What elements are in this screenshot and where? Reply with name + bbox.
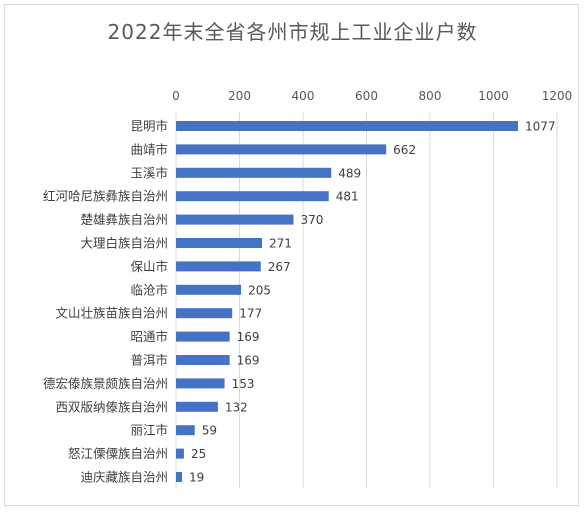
category-label: 昭通市	[130, 329, 168, 344]
x-tick-label: 800	[419, 89, 442, 103]
data-label: 169	[237, 354, 260, 368]
bar	[176, 214, 294, 225]
category-label: 楚雄彝族自治州	[80, 212, 168, 227]
x-tick-label: 200	[228, 89, 251, 103]
category-label: 普洱市	[130, 353, 168, 368]
bar	[176, 284, 242, 295]
x-tick-label: 400	[292, 89, 315, 103]
data-label: 662	[393, 143, 416, 157]
data-label: 19	[189, 471, 204, 485]
bar	[176, 331, 230, 342]
chart-frame	[4, 4, 579, 506]
bar	[176, 401, 218, 412]
chart-title: 2022年末全省各州市规上工业企业户数	[107, 20, 478, 44]
bar	[176, 355, 230, 365]
data-label: 205	[248, 283, 271, 297]
x-tick-label: 1200	[542, 89, 573, 103]
category-label: 临沧市	[130, 282, 168, 297]
bar	[176, 472, 183, 482]
data-label: 25	[191, 447, 206, 461]
category-label: 红河哈尼族彝族自治州	[43, 189, 168, 204]
bar	[176, 238, 263, 248]
data-label: 59	[202, 424, 217, 438]
bar	[176, 425, 195, 436]
data-label: 267	[268, 260, 291, 274]
category-label: 曲靖市	[130, 142, 168, 157]
bar	[176, 261, 261, 272]
category-label: 德宏傣族景颇族自治州	[43, 376, 168, 391]
category-label: 怒江傈僳族自治州	[68, 446, 168, 461]
category-label: 大理白族自治州	[80, 236, 168, 251]
category-label: 丽江市	[130, 423, 168, 438]
category-label: 西双版纳傣族自治州	[55, 399, 168, 414]
x-tick-label: 0	[172, 89, 180, 103]
data-label: 169	[237, 330, 260, 344]
bar	[176, 121, 518, 131]
data-label: 177	[239, 307, 262, 321]
bar	[176, 378, 225, 389]
category-label: 玉溪市	[130, 165, 168, 180]
bar	[176, 448, 184, 459]
bar	[176, 167, 332, 178]
bar	[176, 144, 387, 155]
data-label: 153	[232, 377, 255, 391]
data-label: 132	[225, 400, 248, 414]
bar	[176, 191, 329, 202]
x-tick-label: 1000	[478, 89, 509, 103]
data-label: 370	[300, 213, 323, 227]
data-label: 489	[338, 166, 361, 180]
data-label: 1077	[525, 120, 556, 134]
category-label: 昆明市	[130, 119, 168, 134]
bar	[176, 308, 233, 319]
data-label: 271	[269, 237, 292, 251]
category-label: 文山壮族苗族自治州	[55, 306, 168, 321]
category-label: 迪庆藏族自治州	[80, 470, 168, 485]
x-tick-label: 600	[355, 89, 378, 103]
category-label: 保山市	[130, 259, 168, 274]
data-label: 481	[336, 190, 359, 204]
